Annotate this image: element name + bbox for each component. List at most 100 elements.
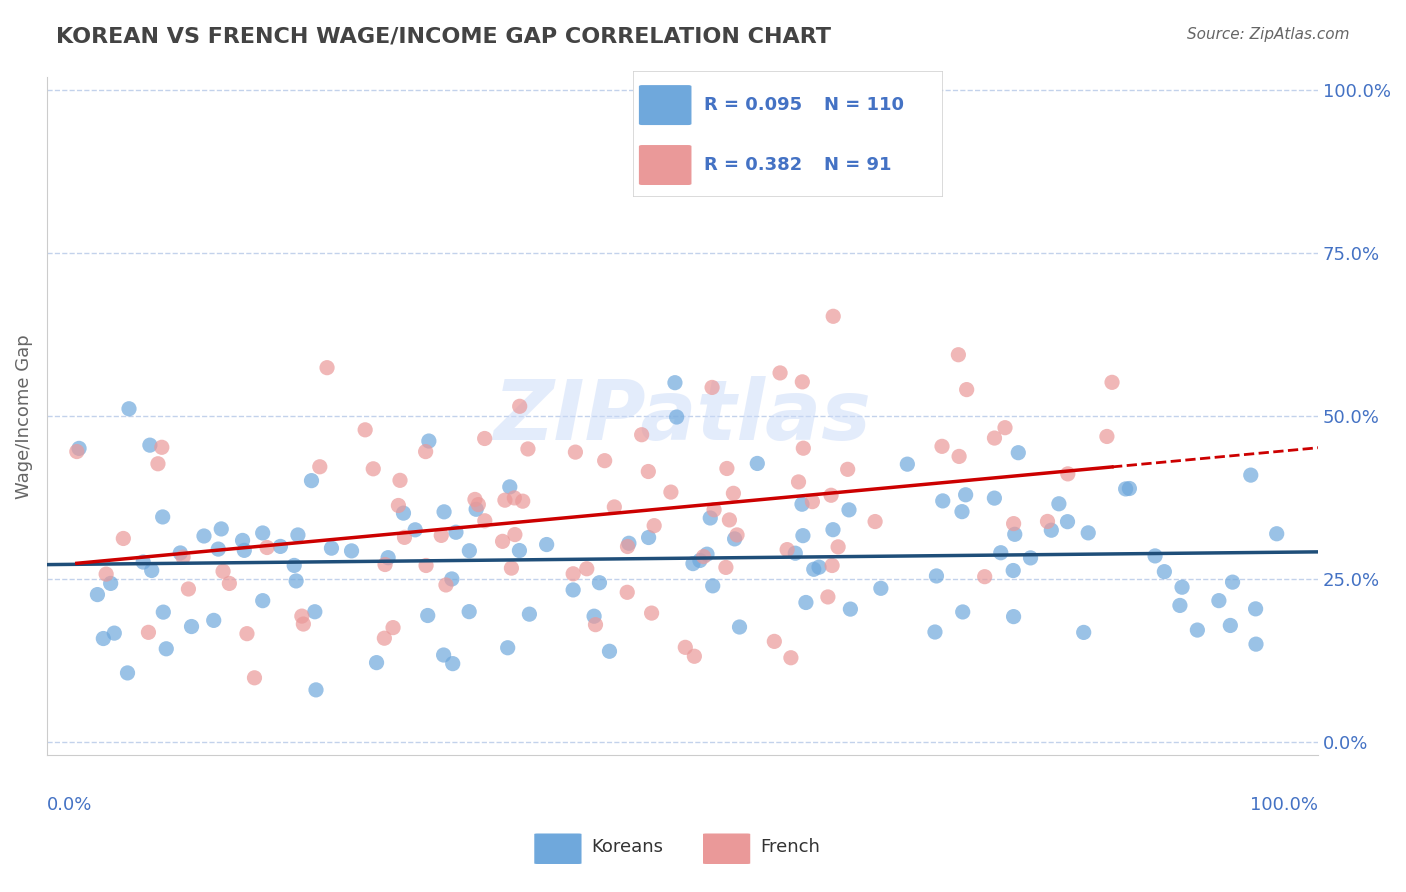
Point <box>1171 580 1194 594</box>
Point <box>725 528 748 542</box>
Point <box>817 590 839 604</box>
Point <box>785 546 807 560</box>
Point <box>673 640 696 655</box>
Point <box>1208 593 1230 607</box>
Point <box>433 648 456 662</box>
Point <box>232 533 254 548</box>
Point <box>924 625 946 640</box>
Point <box>508 543 530 558</box>
Point <box>683 649 706 664</box>
Point <box>593 453 616 467</box>
Point <box>169 546 191 560</box>
Point <box>404 523 426 537</box>
Text: N = 110: N = 110 <box>824 96 904 114</box>
Point <box>728 620 751 634</box>
Point <box>474 432 496 446</box>
Point <box>441 657 464 671</box>
Point <box>956 383 979 397</box>
Y-axis label: Wage/Income Gap: Wage/Income Gap <box>15 334 32 499</box>
Point <box>146 457 169 471</box>
Point <box>100 576 122 591</box>
Point <box>474 514 496 528</box>
Point <box>714 560 737 574</box>
Point <box>803 562 825 576</box>
Point <box>780 650 803 665</box>
Point <box>640 606 662 620</box>
Point <box>321 541 343 556</box>
Point <box>1073 625 1095 640</box>
Point <box>394 530 416 544</box>
Point <box>418 434 440 448</box>
Point <box>150 440 173 454</box>
Point <box>689 553 711 567</box>
Point <box>1004 527 1026 541</box>
Point <box>202 614 225 628</box>
Point <box>392 506 415 520</box>
Point <box>193 529 215 543</box>
Point <box>787 475 810 489</box>
Point <box>283 558 305 573</box>
Point <box>823 310 845 324</box>
Text: Source: ZipAtlas.com: Source: ZipAtlas.com <box>1187 27 1350 42</box>
Text: French: French <box>761 838 820 856</box>
Point <box>252 593 274 607</box>
Point <box>287 528 309 542</box>
Point <box>723 486 745 500</box>
Point <box>616 585 638 599</box>
Point <box>91 632 114 646</box>
Point <box>132 555 155 569</box>
Point <box>291 609 314 624</box>
Point <box>925 569 948 583</box>
Point <box>374 558 396 572</box>
Point <box>994 420 1017 434</box>
Text: R = 0.382: R = 0.382 <box>704 156 801 174</box>
Point <box>637 465 659 479</box>
Point <box>207 542 229 557</box>
Point <box>464 492 486 507</box>
Point <box>301 474 323 488</box>
Point <box>801 494 824 508</box>
Text: KOREAN VS FRENCH WAGE/INCOME GAP CORRELATION CHART: KOREAN VS FRENCH WAGE/INCOME GAP CORRELA… <box>56 27 831 46</box>
Point <box>440 572 463 586</box>
Point <box>588 575 610 590</box>
Point <box>285 574 308 588</box>
Point <box>990 546 1012 560</box>
Text: 100.0%: 100.0% <box>1250 796 1319 814</box>
Point <box>361 462 384 476</box>
Point <box>794 595 817 609</box>
Text: R = 0.095: R = 0.095 <box>704 96 801 114</box>
Point <box>256 541 278 555</box>
Point <box>292 617 315 632</box>
Point <box>931 439 953 453</box>
Point <box>1019 550 1042 565</box>
Point <box>950 505 973 519</box>
Point <box>415 444 437 458</box>
Point <box>354 423 377 437</box>
Point <box>837 462 859 476</box>
Point <box>180 619 202 633</box>
Point <box>118 401 141 416</box>
Point <box>692 549 714 564</box>
Text: Koreans: Koreans <box>592 838 664 856</box>
Point <box>467 498 489 512</box>
Point <box>839 602 862 616</box>
Point <box>1002 609 1025 624</box>
Point <box>659 485 682 500</box>
Point <box>827 540 849 554</box>
Point <box>699 511 721 525</box>
Point <box>948 348 970 362</box>
Point <box>665 410 688 425</box>
Point <box>562 582 585 597</box>
Point <box>821 558 844 573</box>
Point <box>233 543 256 558</box>
Point <box>723 532 745 546</box>
Text: ZIPatlas: ZIPatlas <box>494 376 872 457</box>
Point <box>820 488 842 502</box>
Point <box>458 543 481 558</box>
Point <box>1095 429 1118 443</box>
Point <box>252 526 274 541</box>
Point <box>304 605 326 619</box>
Point <box>388 473 411 487</box>
Point <box>1101 376 1123 390</box>
Point <box>269 540 291 554</box>
